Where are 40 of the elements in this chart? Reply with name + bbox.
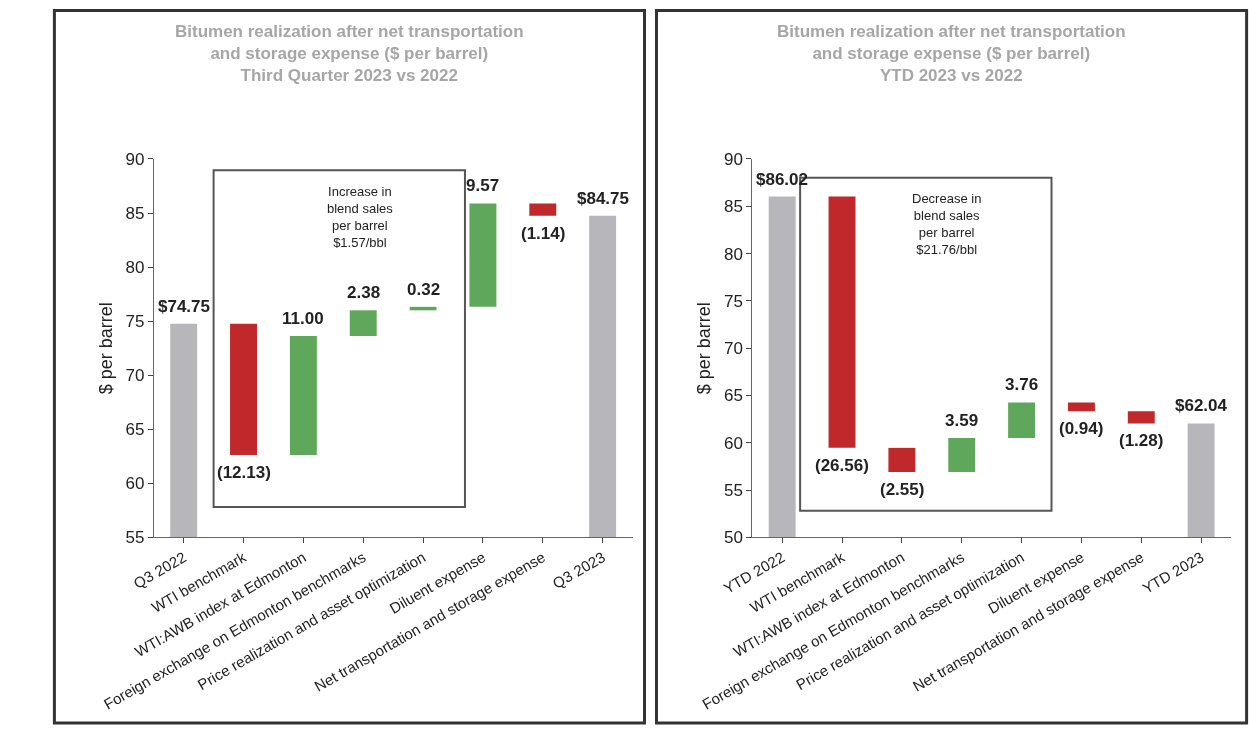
y-tick-label: 80 <box>125 258 145 278</box>
data-label: (26.56) <box>815 456 869 475</box>
y-tick-label: 85 <box>723 197 743 217</box>
y-tick-label: 90 <box>125 149 145 169</box>
y-tick-label: 85 <box>125 203 145 223</box>
data-label: 2.38 <box>347 283 381 302</box>
y-tick-label: 70 <box>125 366 145 386</box>
y-axis-title: $ per barrel <box>694 302 715 395</box>
y-tick-label: 75 <box>125 312 145 332</box>
data-label: 9.57 <box>466 176 500 195</box>
chart-title: Bitumen realization after net transportation and storage expense ($ per barrel) Third Quarter 2023 vs 2022 <box>175 22 524 86</box>
data-label: 0.32 <box>407 280 441 299</box>
y-tick-label: 90 <box>723 149 743 169</box>
data-label: $62.04 <box>1175 396 1228 415</box>
y-tick-label: 80 <box>723 244 743 264</box>
data-label: (1.14) <box>521 224 566 243</box>
y-tick-label: 55 <box>125 528 145 548</box>
data-label: (1.28) <box>1119 431 1164 450</box>
data-label: $84.75 <box>577 189 629 208</box>
annotation: Increase in blend sales per barrel $1.57/bbl <box>327 184 394 250</box>
data-label: 3.59 <box>945 411 979 430</box>
data-label: 3.76 <box>1005 375 1039 394</box>
y-tick-label: 65 <box>125 420 145 440</box>
y-axis-title: $ per barrel <box>95 302 116 395</box>
chart-title: Bitumen realization after net transportation and storage expense ($ per barrel) YTD 2023 vs 2022 <box>777 22 1126 86</box>
data-label: (0.94) <box>1059 419 1104 438</box>
y-tick-label: 75 <box>723 291 743 311</box>
y-tick-label: 60 <box>723 433 743 453</box>
data-label: $74.75 <box>158 297 210 316</box>
data-label: $86.02 <box>756 170 808 189</box>
y-tick-label: 55 <box>723 481 743 501</box>
y-tick-label: 60 <box>125 474 145 494</box>
y-tick-label: 70 <box>723 339 743 359</box>
y-tick-label: 50 <box>723 528 743 548</box>
x-tick-label: Q3 2023 <box>549 548 608 592</box>
data-label: 11.00 <box>282 309 324 328</box>
data-label: (12.13) <box>217 463 271 482</box>
annotation: Decrease in blend sales per barrel $21.76/bbl <box>912 191 982 257</box>
y-tick-label: 65 <box>723 386 743 406</box>
data-label: (2.55) <box>880 480 925 499</box>
